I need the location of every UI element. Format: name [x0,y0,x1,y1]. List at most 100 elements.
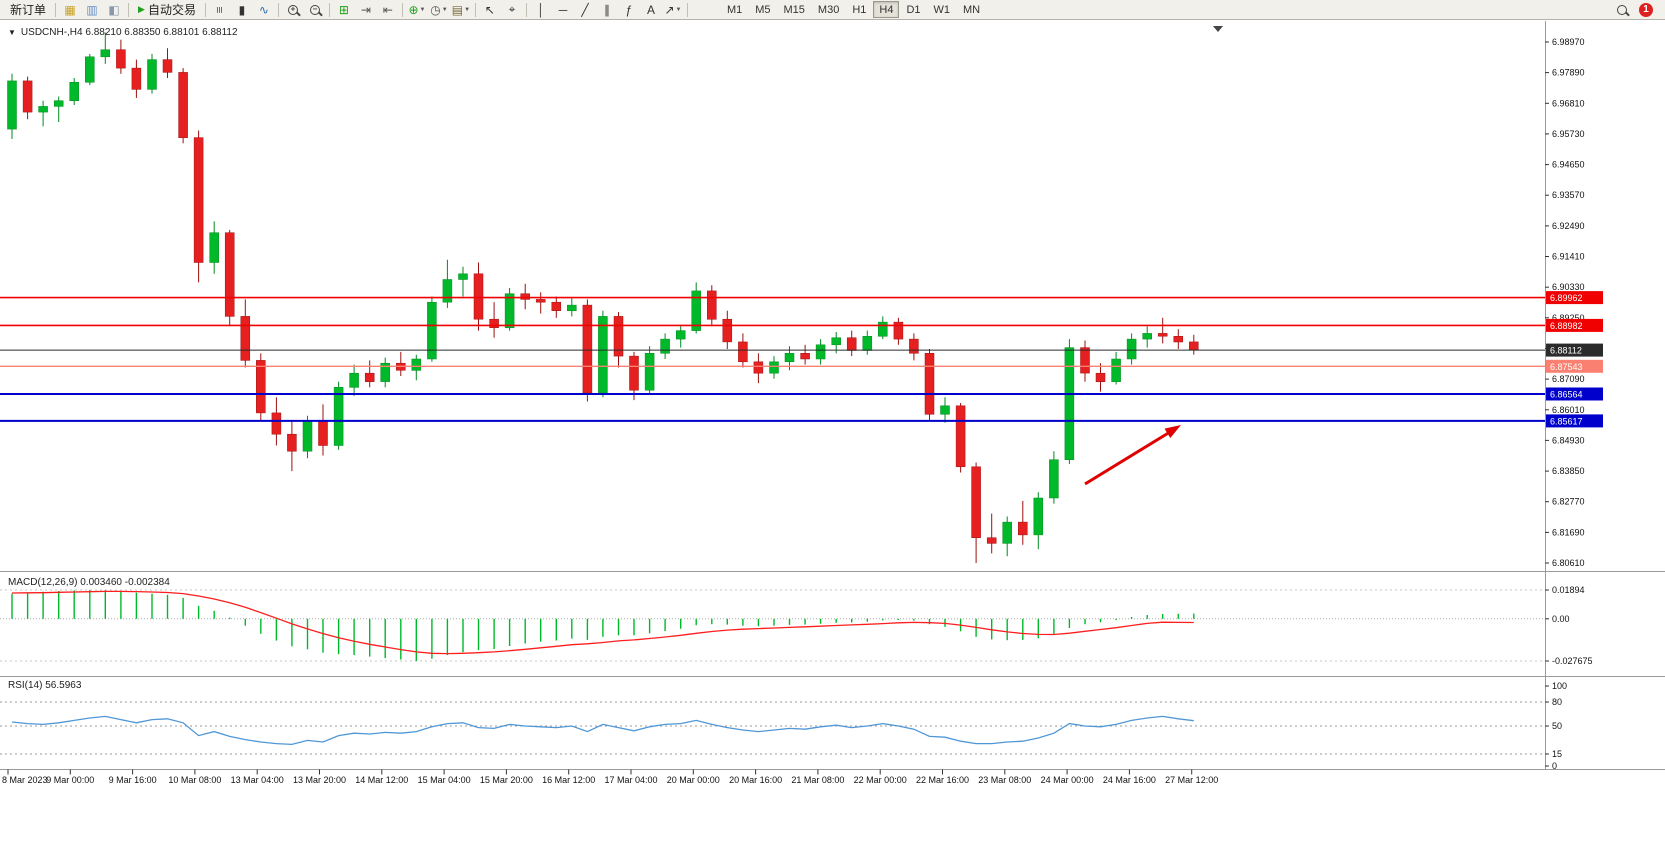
candle [1157,317,1168,344]
candle [224,229,235,327]
symbol-dropdown-icon[interactable]: ▼ [8,28,16,37]
search-icon[interactable] [1617,4,1627,15]
candle [193,130,204,283]
price-tag-6.86564: 6.86564 [1546,387,1603,401]
auto-trading-button-icon: ▶ [138,4,145,14]
rsi-axis: 100 80 50 15 0 [1545,681,1567,771]
trend-arrow-annotation[interactable] [1084,425,1181,486]
new-chart-icon[interactable]: ▦ [64,2,76,17]
line-chart-icon[interactable]: ∿ [258,2,269,17]
profiles-icon[interactable]: ▥ [86,2,98,17]
timeframe-h1[interactable]: H1 [852,4,867,16]
candle [1080,340,1090,382]
chart-shift-marker[interactable] [1213,26,1223,32]
arrows-icon[interactable]: ↗ ▼ [664,2,682,17]
candle [707,285,717,327]
timeframe-m5[interactable]: M5 [755,4,771,16]
toolbar-separator [525,2,527,17]
timeframe-toolbar: M1 M5 M15 M30 H1 H4 D1 W1 MN [721,1,986,18]
time-axis-label: 14 Mar 12:00 [355,775,408,785]
candle [800,344,810,365]
chart-shift-icon[interactable]: ⇤ [382,2,393,17]
candle [862,330,873,355]
cursor-icon[interactable]: ↖ [484,2,495,17]
macd-axis-label: 0.00 [1552,614,1570,624]
timeframe-m1[interactable]: M1 [726,4,743,16]
chart-canvas[interactable]: 6.98970 6.97890 6.96810 6.95730 6.94650 6.935… [0,21,1665,791]
candle [442,259,453,308]
price-axis-label: 6.81690 [1552,527,1585,537]
candle [753,353,764,384]
candle [349,364,359,396]
rsi-indicator-label: RSI(14) 56.5963 [8,680,82,691]
candle [644,346,655,393]
macd-signal-line [11,590,1194,655]
indicators-icon[interactable]: ⊕ ▼ [408,2,426,17]
candle [769,356,779,379]
zoom-in-icon[interactable]: + [282,1,304,19]
time-axis-label: 23 Mar 08:00 [978,775,1031,785]
trendline-icon[interactable]: ╱ [581,2,589,17]
candle [1002,516,1012,557]
templates-icon[interactable]: ▤ ▼ [451,2,471,17]
vertical-line-icon[interactable]: │ [537,2,545,17]
candle [473,262,484,331]
candle [380,357,390,388]
fibonacci-icon[interactable]: ƒ [625,2,633,17]
price-axis[interactable]: 6.98970 6.97890 6.96810 6.95730 6.94650 6.935… [1545,37,1603,568]
timeframe-w1[interactable]: W1 [933,4,951,16]
price-axis-label: 6.93570 [1552,190,1585,200]
price-tag-6.87543: 6.87543 [1546,359,1603,373]
svg-text:6.88982: 6.88982 [1550,321,1583,331]
candle [69,78,79,105]
price-axis-label: 6.87090 [1552,374,1585,384]
notification-badge[interactable]: 1 [1639,2,1653,17]
candle [209,221,219,274]
data-window-icon[interactable]: ◧ [108,2,120,17]
candle [971,462,981,563]
timeframe-d1[interactable]: D1 [906,4,921,16]
candlestick-chart-icon[interactable]: ▮ [238,2,246,17]
chart-window[interactable]: ▼ USDCNH-,H4 6.88210 6.88350 6.88101 6.8… [0,21,1665,791]
timeframe-h4[interactable]: H4 [873,1,900,18]
auto-trading-button[interactable]: ▶ 自动交易 [132,1,202,19]
timeframe-mn[interactable]: MN [963,4,981,16]
horizontal-line-icon[interactable]: ─ [558,2,568,17]
price-axis-label: 6.95730 [1552,129,1585,139]
candle [162,48,173,78]
zoom-out-icon[interactable]: − [304,1,326,19]
candle [846,330,857,357]
candle [1142,326,1152,348]
toolbar-separator [474,2,476,17]
candle [1111,351,1121,385]
crosshair-icon[interactable]: ⌖ [508,2,516,16]
candle [893,317,904,345]
candle [1095,363,1106,392]
timeframe-m15[interactable]: M15 [783,4,805,16]
time-axis-label: 16 Mar 12:00 [542,775,595,785]
macd-axis-label: -0.027675 [1552,656,1593,666]
bar-chart-icon[interactable]: ≡ [212,5,227,14]
auto-scroll-icon[interactable]: ⇥ [360,2,371,17]
macd-panel [0,589,1545,662]
candle [520,283,530,310]
candle [924,349,935,422]
candle [1064,339,1075,464]
time-axis-label: 27 Mar 12:00 [1165,775,1218,785]
toolbar-separator [328,2,330,17]
candle [396,351,406,376]
channel-icon[interactable]: ∥ [603,2,610,17]
tile-windows-icon[interactable]: ⊞ [338,2,349,17]
toolbar-separator [401,2,403,17]
price-axis-label: 6.96810 [1552,98,1585,108]
price-axis-label: 6.97890 [1552,68,1585,78]
periods-icon[interactable]: ◷ ▼ [430,2,448,17]
new-order-button[interactable]: 新订单 [4,1,52,19]
text-icon[interactable]: A [646,2,655,17]
candle [302,415,313,459]
timeframe-m30[interactable]: M30 [817,4,840,16]
candle [986,513,997,554]
candle [940,397,950,423]
toolbar-right-group: 1 [1617,2,1661,17]
